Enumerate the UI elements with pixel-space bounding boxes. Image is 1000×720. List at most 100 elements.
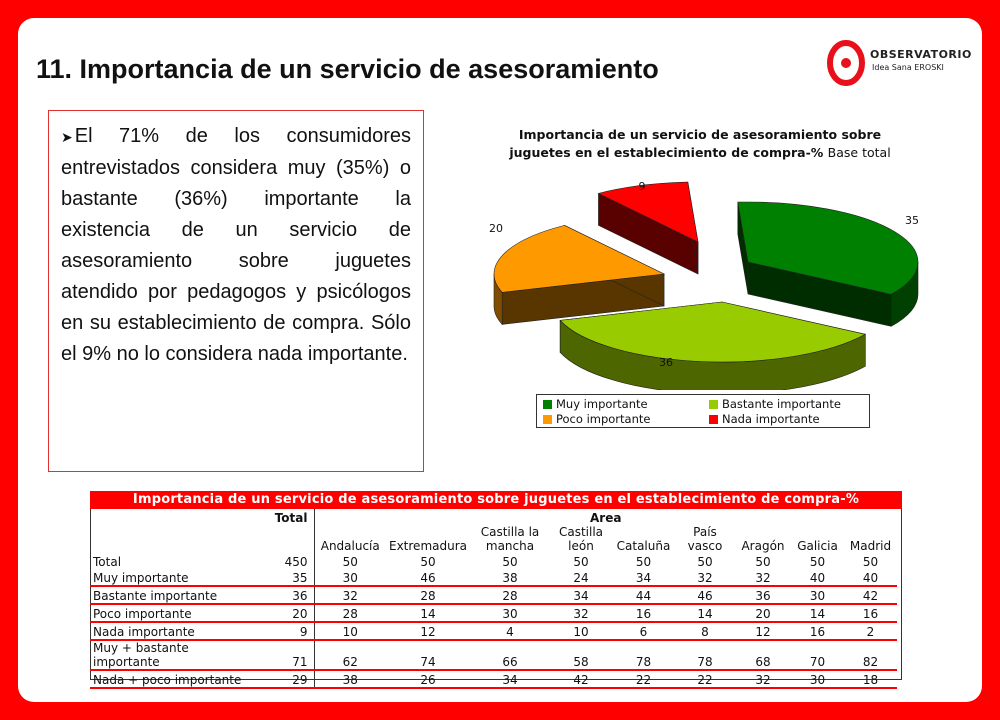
table-cell: 32 [735, 670, 791, 689]
table-row: Poco importante 20 28 14 30 32 16 14 20 14 16 [90, 604, 897, 623]
table-cell: 30 [791, 586, 844, 605]
row-label: Muy importante [90, 569, 252, 587]
column-header: Castilla león [558, 525, 604, 553]
row-label: Nada importante [90, 622, 252, 641]
table-cell: 14 [386, 604, 470, 623]
data-label-nada-importante: 9 [639, 180, 646, 193]
table-cell: 50 [697, 555, 713, 569]
row-label: Nada + poco importante [90, 670, 252, 689]
pie-slice-bastante-importante [559, 301, 867, 390]
table-cell: 68 [735, 640, 791, 671]
table-cell: 10 [314, 622, 386, 641]
table-cell: 26 [386, 670, 470, 689]
table-cell: 50 [862, 555, 879, 569]
table-cell: 50 [635, 555, 652, 569]
table-cell: 32 [314, 586, 386, 605]
pie-chart: Importancia de un servicio de asesoramie… [480, 120, 920, 440]
table-cell: 34 [612, 569, 675, 587]
table-cell: 22 [612, 670, 675, 689]
table-cell: 78 [675, 640, 735, 671]
legend-item-poco-importante: Poco importante [543, 412, 650, 426]
table-cell: 34 [550, 586, 612, 605]
legend-swatch [543, 400, 552, 409]
row-label: Muy + bastante importante [90, 640, 252, 671]
pie-chart-svg: 35 36 20 9 [489, 180, 919, 390]
table-cell: 78 [612, 640, 675, 671]
table-cell: 66 [470, 640, 550, 671]
legend-item-muy-importante: Muy importante [543, 397, 648, 411]
table-row: Muy importante 35 30 46 38 24 34 32 32 40 40 [90, 569, 897, 587]
table-cell: 32 [735, 569, 791, 587]
table-cell: 20 [252, 604, 315, 623]
table-cell: 42 [550, 670, 612, 689]
table-cell: 20 [735, 604, 791, 623]
legend-swatch [709, 415, 718, 424]
table-row: Nada + poco importante 29 38 26 34 42 22 22 32 30… [90, 670, 897, 689]
table-cell: 38 [470, 569, 550, 587]
data-label-muy-importante: 35 [905, 214, 919, 227]
table-base-row: Total 450 50 50 50 50 50 50 50 50 50 [90, 553, 897, 569]
legend-label: Muy importante [556, 397, 648, 411]
pie-slice-poco-importante [493, 224, 666, 326]
table-cell: 50 [342, 555, 358, 569]
table-cell: 6 [612, 622, 675, 641]
table-cell: 36 [252, 586, 315, 605]
table-cell: 16 [612, 604, 675, 623]
logo-wordmark: OBSERVATORIO [870, 48, 972, 61]
table-row: Nada importante 9 10 12 4 10 6 8 12 16 2 [90, 622, 897, 641]
logo-mark-icon [827, 40, 865, 86]
table-cell: 50 [809, 555, 826, 569]
chart-title-line1: Importancia de un servicio de asesoramie… [518, 127, 882, 142]
total-header: Total [90, 509, 315, 525]
data-table: Importancia de un servicio de asesoramie… [90, 491, 902, 689]
table-cell: 450 [252, 553, 315, 569]
table-cell: 40 [791, 569, 844, 587]
table-cell: 35 [252, 569, 315, 587]
row-label: Bastante importante [90, 586, 252, 605]
table-cell: 16 [791, 622, 844, 641]
table-header-row: Total Area [90, 509, 897, 525]
data-label-poco-importante: 20 [489, 222, 503, 235]
table-cell: 42 [844, 586, 897, 605]
observatorio-logo: OBSERVATORIO Idea Sana EROSKI [826, 38, 971, 88]
table-cell: 46 [386, 569, 470, 587]
table-cell: 44 [612, 586, 675, 605]
legend-swatch [709, 400, 718, 409]
chart-legend: Muy importante Bastante importante Poco im… [536, 394, 870, 428]
column-header: Extremadura [389, 539, 467, 553]
summary-textbox: ➤ El 71% de los consumidores entrevistado… [48, 110, 424, 472]
row-label: Total [93, 555, 122, 569]
row-label: Poco importante [90, 604, 252, 623]
pie-slice-muy-importante [737, 201, 919, 327]
logo-tagline: Idea Sana EROSKI [872, 63, 944, 72]
column-header: Andalucía [320, 539, 380, 553]
table-column-header-row: Andalucía Extremadura Castilla la mancha Cas… [90, 525, 897, 553]
table-cell: 32 [550, 604, 612, 623]
table-cell: 71 [252, 640, 315, 671]
chart-title-line2: juguetes en el establecimiento de compra… [509, 145, 824, 160]
table-row: Bastante importante 36 32 28 28 34 44 46 36 30 42 [90, 586, 897, 605]
slide-title: 11. Importancia de un servicio de asesor… [36, 54, 659, 84]
table-cell: 50 [573, 555, 589, 569]
column-header: Cataluña [616, 539, 671, 553]
table-cell: 29 [252, 670, 315, 689]
table-cell: 50 [420, 555, 436, 569]
legend-item-bastante-importante: Bastante importante [709, 397, 841, 411]
column-header: Galicia [797, 539, 838, 553]
table-cell: 28 [314, 604, 386, 623]
table-cell: 36 [735, 586, 791, 605]
data-table-grid: Total Area Andalucía Extremadura Castilla la… [90, 509, 897, 689]
area-header: Area [590, 511, 622, 525]
column-header: País vasco [687, 525, 723, 553]
table-cell: 28 [470, 586, 550, 605]
table-cell: 24 [550, 569, 612, 587]
pie-slice-nada-importante [597, 181, 699, 275]
table-cell: 40 [844, 569, 897, 587]
column-header: Castilla la mancha [480, 525, 540, 553]
table-cell: 14 [791, 604, 844, 623]
legend-label: Bastante importante [722, 397, 841, 411]
column-header: Aragón [741, 539, 785, 553]
table-cell: 8 [675, 622, 735, 641]
table-cell: 30 [314, 569, 386, 587]
table-cell: 12 [735, 622, 791, 641]
